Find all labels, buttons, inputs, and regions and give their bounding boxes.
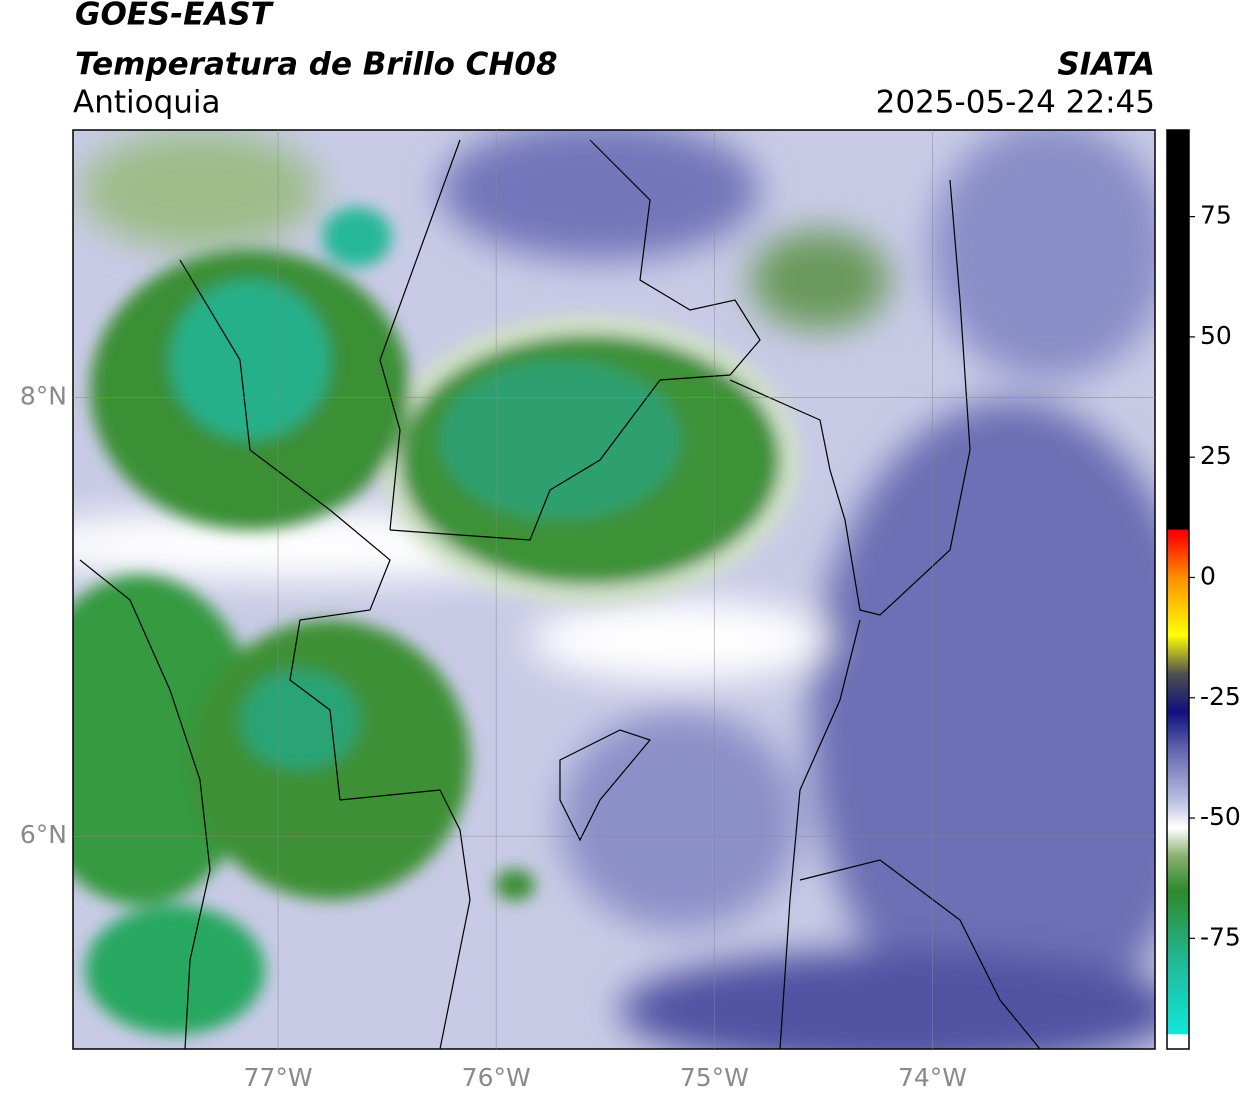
subtitle: Temperatura de Brillo CH08 — [75, 47, 558, 83]
colorbar-tick-label: -75 — [1200, 922, 1241, 951]
x-tick-label: 76°W — [462, 1063, 531, 1092]
colorbar-tick-label: -25 — [1200, 682, 1241, 711]
x-tick-label: 74°W — [898, 1063, 967, 1092]
source: SIATA — [1057, 47, 1155, 83]
colorbar-tick-label: 75 — [1200, 201, 1232, 230]
colorbar-tick-label: -50 — [1200, 802, 1241, 831]
title: GOES-EAST — [75, 0, 275, 33]
colorbar-tick-label: 0 — [1200, 561, 1216, 590]
colorbar-tick-label: 25 — [1200, 441, 1232, 470]
colorbar — [1166, 129, 1190, 1050]
y-tick-label: 6°N — [20, 820, 67, 849]
x-tick-label: 75°W — [680, 1063, 749, 1092]
region: Antioquia — [73, 85, 221, 121]
colorbar-tick-label: 50 — [1200, 321, 1232, 350]
datetime: 2025-05-24 22:45 — [876, 85, 1155, 121]
x-tick-label: 77°W — [244, 1063, 313, 1092]
map-frame — [72, 129, 1156, 1050]
map-image — [73, 130, 1155, 1049]
y-tick-label: 8°N — [20, 382, 67, 411]
